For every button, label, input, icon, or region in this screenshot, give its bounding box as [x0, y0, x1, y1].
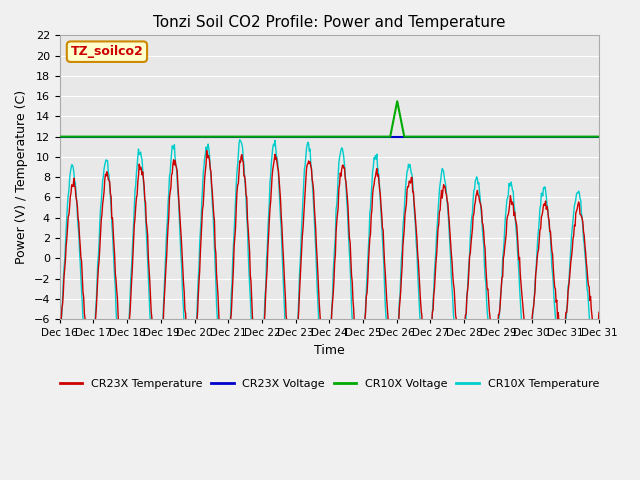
Title: Tonzi Soil CO2 Profile: Power and Temperature: Tonzi Soil CO2 Profile: Power and Temper…: [153, 15, 506, 30]
Y-axis label: Power (V) / Temperature (C): Power (V) / Temperature (C): [15, 90, 28, 264]
Text: TZ_soilco2: TZ_soilco2: [70, 45, 143, 58]
Legend: CR23X Temperature, CR23X Voltage, CR10X Voltage, CR10X Temperature: CR23X Temperature, CR23X Voltage, CR10X …: [56, 374, 604, 393]
X-axis label: Time: Time: [314, 344, 345, 357]
